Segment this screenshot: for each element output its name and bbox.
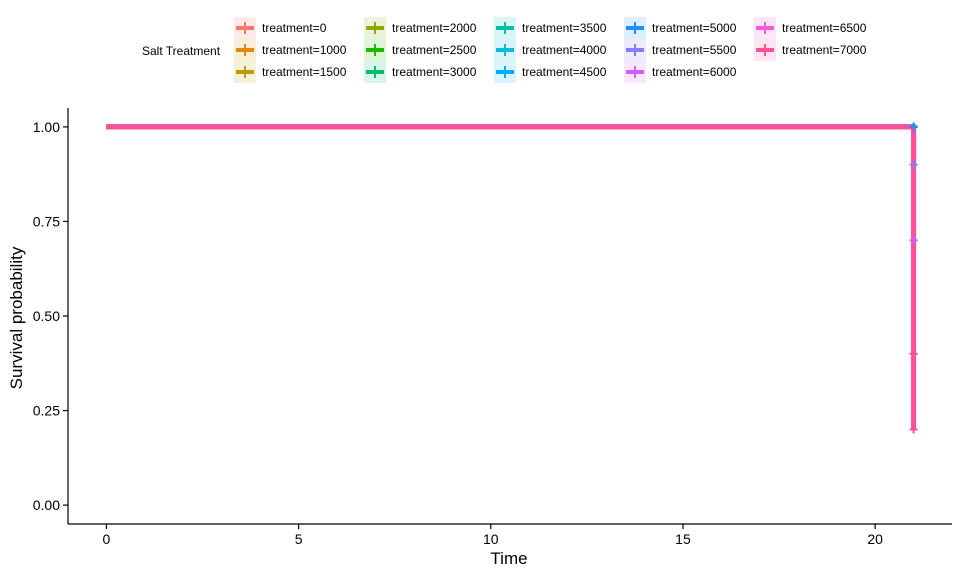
legend-key <box>364 17 386 39</box>
legend-label: treatment=0 <box>262 21 327 35</box>
legend-key <box>494 39 516 61</box>
legend-label: treatment=4000 <box>522 43 607 57</box>
legend-label: treatment=6000 <box>652 65 737 79</box>
y-axis-ticks: 0.00 0.25 0.50 0.75 1.00 <box>33 119 68 513</box>
legend-key <box>364 61 386 83</box>
legend-item: treatment=6000 <box>624 61 736 83</box>
series-line <box>106 124 917 354</box>
legend-label: treatment=2000 <box>392 21 477 35</box>
x-axis-label: Time <box>490 549 527 568</box>
legend-item: treatment=4500 <box>494 61 606 83</box>
legend-key <box>754 39 776 61</box>
legend-label: treatment=3000 <box>392 65 477 79</box>
series-layer <box>106 122 918 434</box>
legend-item: treatment=7000 <box>754 39 866 61</box>
legend-label: treatment=7000 <box>782 43 867 57</box>
series-line <box>106 124 917 430</box>
legend-label: treatment=2500 <box>392 43 477 57</box>
legend-key <box>234 61 256 83</box>
legend-key <box>624 39 646 61</box>
y-tick-label: 0.00 <box>33 497 60 513</box>
legend-label: treatment=1000 <box>262 43 347 57</box>
legend-key <box>234 17 256 39</box>
legend-item: treatment=3500 <box>494 17 606 39</box>
legend-key <box>754 17 776 39</box>
x-tick-label: 20 <box>867 531 883 547</box>
legend-item: treatment=1500 <box>234 61 346 83</box>
x-tick-label: 10 <box>483 531 499 547</box>
legend-item: treatment=2000 <box>364 17 476 39</box>
legend-item: treatment=2500 <box>364 39 476 61</box>
y-axis-label: Survival probability <box>7 246 26 389</box>
legend-item: treatment=5000 <box>624 17 736 39</box>
y-tick-label: 1.00 <box>33 119 60 135</box>
legend-label: treatment=5000 <box>652 21 737 35</box>
legend-item: treatment=5500 <box>624 39 736 61</box>
legend: Salt Treatment treatment=0 treatment=1000… <box>142 16 922 96</box>
x-tick-label: 15 <box>675 531 691 547</box>
legend-item: treatment=3000 <box>364 61 476 83</box>
series-line <box>106 124 917 165</box>
y-tick-label: 0.25 <box>33 403 60 419</box>
legend-title: Salt Treatment <box>142 44 221 58</box>
legend-label: treatment=4500 <box>522 65 607 79</box>
x-tick-label: 5 <box>295 531 303 547</box>
legend-item: treatment=6500 <box>754 17 866 39</box>
legend-label: treatment=6500 <box>782 21 867 35</box>
legend-key <box>624 61 646 83</box>
x-tick-label: 0 <box>103 531 111 547</box>
legend-label: treatment=5500 <box>652 43 737 57</box>
x-axis-ticks: 0 5 10 15 20 <box>103 524 883 547</box>
y-tick-label: 0.75 <box>33 213 60 229</box>
series-line <box>106 124 917 241</box>
legend-key <box>364 39 386 61</box>
legend-key <box>494 17 516 39</box>
legend-item: treatment=1000 <box>234 39 346 61</box>
legend-key <box>494 61 516 83</box>
legend-key <box>624 17 646 39</box>
legend-key <box>234 39 256 61</box>
legend-item: treatment=4000 <box>494 39 606 61</box>
y-tick-label: 0.50 <box>33 308 60 324</box>
legend-label: treatment=3500 <box>522 21 607 35</box>
legend-item: treatment=0 <box>234 17 326 39</box>
legend-label: treatment=1500 <box>262 65 347 79</box>
